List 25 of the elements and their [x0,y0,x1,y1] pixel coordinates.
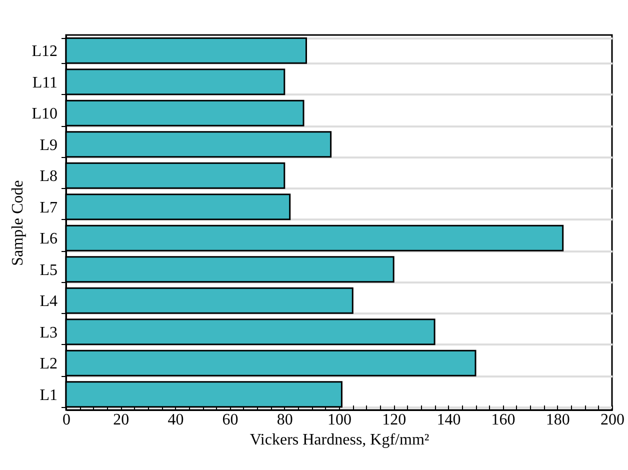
y-tick-label: L8 [40,168,58,186]
x-tick-label: 80 [276,412,293,428]
x-tick-label: 100 [328,412,352,428]
x-tick-label: 120 [382,412,406,428]
y-tick-label: L3 [40,324,58,342]
x-tick-label: 20 [113,412,130,428]
x-tick-label: 40 [168,412,184,428]
x-tick-label: 140 [436,412,461,428]
y-tick-label: L11 [32,74,58,92]
y-tick-label: L4 [40,293,58,310]
y-tick-label: L7 [40,199,58,216]
y-axis-title: Sample Code [10,180,27,266]
y-tick-label: L6 [40,230,58,248]
y-tick-label: L9 [40,136,58,154]
y-tick-label: L10 [32,106,58,123]
x-tick-label: 200 [600,412,624,428]
x-tick-label: 180 [546,412,570,428]
y-tick-label: L12 [32,43,58,60]
y-tick-label: L5 [40,262,58,279]
y-tick-label: L1 [40,386,58,404]
x-tick-label: 160 [491,412,516,428]
y-tick-label: L2 [40,356,58,373]
x-tick-label: 60 [222,412,238,428]
x-axis-title: Vickers Hardness, Kgf/mm² [250,432,430,448]
x-tick-label: 0 [62,412,70,428]
